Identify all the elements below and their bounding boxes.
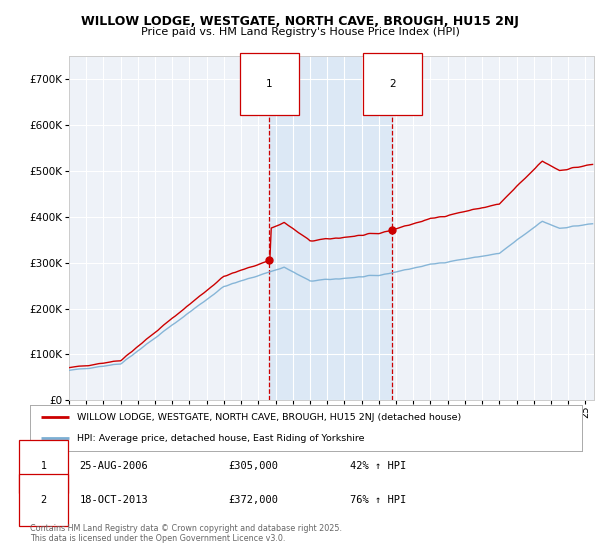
Text: HPI: Average price, detached house, East Riding of Yorkshire: HPI: Average price, detached house, East… bbox=[77, 434, 364, 443]
Text: 76% ↑ HPI: 76% ↑ HPI bbox=[350, 495, 406, 505]
Text: £305,000: £305,000 bbox=[229, 461, 279, 472]
Text: 2: 2 bbox=[389, 78, 396, 88]
Text: 1: 1 bbox=[266, 78, 272, 88]
Text: 2: 2 bbox=[41, 495, 47, 505]
Text: WILLOW LODGE, WESTGATE, NORTH CAVE, BROUGH, HU15 2NJ (detached house): WILLOW LODGE, WESTGATE, NORTH CAVE, BROU… bbox=[77, 413, 461, 422]
Text: Contains HM Land Registry data © Crown copyright and database right 2025.
This d: Contains HM Land Registry data © Crown c… bbox=[30, 524, 342, 543]
Text: 42% ↑ HPI: 42% ↑ HPI bbox=[350, 461, 406, 472]
Bar bbox=[269, 56, 392, 400]
Text: Price paid vs. HM Land Registry's House Price Index (HPI): Price paid vs. HM Land Registry's House … bbox=[140, 27, 460, 37]
Text: 25-AUG-2006: 25-AUG-2006 bbox=[80, 461, 148, 472]
Text: 1: 1 bbox=[41, 461, 47, 472]
Text: WILLOW LODGE, WESTGATE, NORTH CAVE, BROUGH, HU15 2NJ: WILLOW LODGE, WESTGATE, NORTH CAVE, BROU… bbox=[81, 15, 519, 27]
Text: £372,000: £372,000 bbox=[229, 495, 279, 505]
Text: 18-OCT-2013: 18-OCT-2013 bbox=[80, 495, 148, 505]
